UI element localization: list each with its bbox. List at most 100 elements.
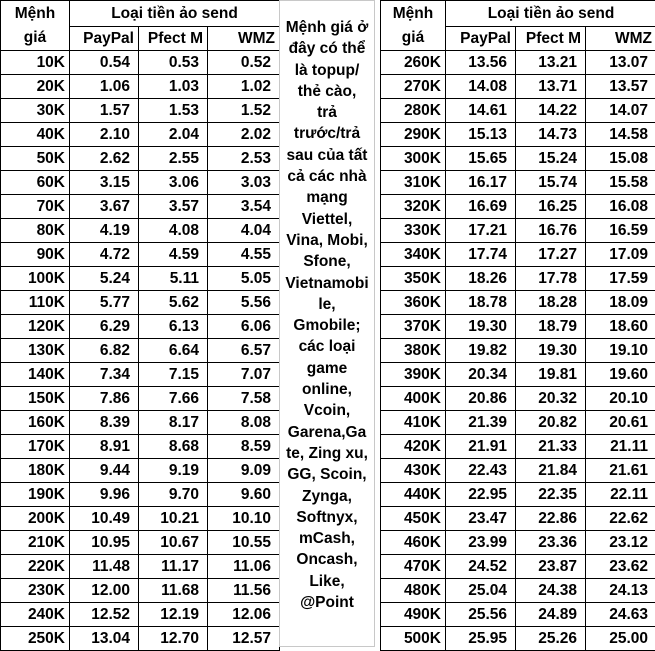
- paypal-cell: 10.95: [70, 530, 139, 554]
- note-line: Sfone,: [280, 251, 374, 272]
- wmz-cell: 8.08: [208, 410, 280, 434]
- col-pfect-m: Pfect M: [139, 26, 208, 50]
- pfect-m-cell: 24.89: [516, 602, 586, 626]
- currency-group-header: Loại tiền ảo send: [70, 1, 280, 27]
- note-line: Softnyx,: [280, 507, 374, 528]
- pfect-m-cell: 7.66: [139, 386, 208, 410]
- denomination-cell: 470K: [381, 554, 446, 578]
- paypal-cell: 20.86: [446, 386, 516, 410]
- denomination-cell: 480K: [381, 578, 446, 602]
- denomination-header-line2: giá: [381, 26, 446, 50]
- wmz-cell: 13.07: [586, 50, 655, 74]
- pfect-m-cell: 25.26: [516, 626, 586, 650]
- denomination-cell: 170K: [1, 434, 70, 458]
- denomination-cell: 450K: [381, 506, 446, 530]
- wmz-cell: 25.00: [586, 626, 655, 650]
- pfect-m-cell: 11.68: [139, 578, 208, 602]
- wmz-cell: 12.06: [208, 602, 280, 626]
- wmz-cell: 24.63: [586, 602, 655, 626]
- denomination-cell: 340K: [381, 242, 446, 266]
- denomination-cell: 390K: [381, 362, 446, 386]
- wmz-cell: 8.59: [208, 434, 280, 458]
- pfect-m-cell: 6.64: [139, 338, 208, 362]
- paypal-cell: 25.04: [446, 578, 516, 602]
- denomination-cell: 300K: [381, 146, 446, 170]
- paypal-cell: 16.69: [446, 194, 516, 218]
- wmz-cell: 1.52: [208, 98, 280, 122]
- note-line: Vietnamobi: [280, 273, 374, 294]
- pfect-m-cell: 13.71: [516, 74, 586, 98]
- denomination-cell: 240K: [1, 602, 70, 626]
- denomination-header: Mệnh: [1, 1, 70, 27]
- denomination-cell: 410K: [381, 410, 446, 434]
- note-line: Garena,Ga: [280, 422, 374, 443]
- note-line: Vcoin,: [280, 400, 374, 421]
- wmz-cell: 17.59: [586, 266, 655, 290]
- paypal-cell: 9.96: [70, 482, 139, 506]
- pfect-m-cell: 7.15: [139, 362, 208, 386]
- denomination-cell: 400K: [381, 386, 446, 410]
- rate-table-right: Mệnh Loại tiền ảo send giá PayPal Pfect …: [380, 0, 655, 651]
- denomination-header: Mệnh: [381, 1, 446, 27]
- wmz-cell: 14.07: [586, 98, 655, 122]
- pfect-m-cell: 3.57: [139, 194, 208, 218]
- denomination-cell: 350K: [381, 266, 446, 290]
- wmz-cell: 18.09: [586, 290, 655, 314]
- pfect-m-cell: 14.22: [516, 98, 586, 122]
- wmz-cell: 20.61: [586, 410, 655, 434]
- denomination-cell: 10K: [1, 50, 70, 74]
- denomination-cell: 130K: [1, 338, 70, 362]
- rate-table-left: Mệnh Loại tiền ảo send giá PayPal Pfect …: [0, 0, 280, 651]
- pfect-m-cell: 19.81: [516, 362, 586, 386]
- wmz-cell: 14.58: [586, 122, 655, 146]
- denomination-cell: 220K: [1, 554, 70, 578]
- col-pfect-m: Pfect M: [516, 26, 586, 50]
- denomination-cell: 280K: [381, 98, 446, 122]
- paypal-cell: 14.61: [446, 98, 516, 122]
- pfect-m-cell: 21.84: [516, 458, 586, 482]
- note-line: là topup/: [280, 60, 374, 81]
- wmz-cell: 16.08: [586, 194, 655, 218]
- note-line: trước/trả: [280, 123, 374, 144]
- note-line: sau của tất: [280, 145, 374, 166]
- col-wmz: WMZ: [586, 26, 655, 50]
- wmz-cell: 15.08: [586, 146, 655, 170]
- wmz-cell: 16.59: [586, 218, 655, 242]
- note-line: thẻ cào,: [280, 81, 374, 102]
- wmz-cell: 22.62: [586, 506, 655, 530]
- wmz-cell: 22.11: [586, 482, 655, 506]
- wmz-cell: 3.03: [208, 170, 280, 194]
- note-line: Vina, Mobi,: [280, 230, 374, 251]
- paypal-cell: 10.49: [70, 506, 139, 530]
- note-line: game: [280, 358, 374, 379]
- pfect-m-cell: 13.21: [516, 50, 586, 74]
- pfect-m-cell: 9.70: [139, 482, 208, 506]
- denomination-cell: 500K: [381, 626, 446, 650]
- denomination-cell: 360K: [381, 290, 446, 314]
- denomination-cell: 90K: [1, 242, 70, 266]
- pfect-m-cell: 6.13: [139, 314, 208, 338]
- paypal-cell: 0.54: [70, 50, 139, 74]
- wmz-cell: 10.10: [208, 506, 280, 530]
- wmz-cell: 0.52: [208, 50, 280, 74]
- paypal-cell: 25.95: [446, 626, 516, 650]
- denomination-cell: 20K: [1, 74, 70, 98]
- pfect-m-cell: 2.04: [139, 122, 208, 146]
